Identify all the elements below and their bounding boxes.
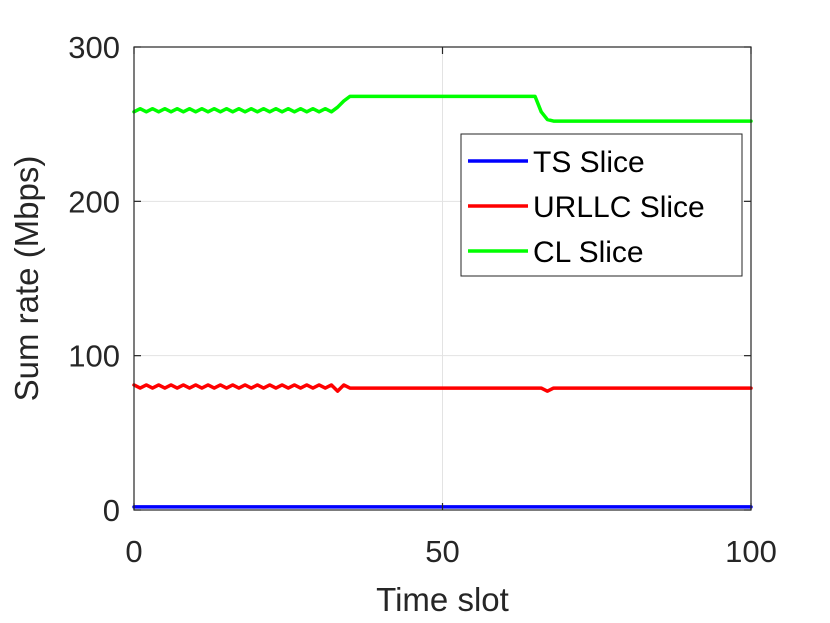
- legend-label: CL Slice: [533, 236, 644, 269]
- x-tick-label: 100: [725, 534, 777, 569]
- series-line-cl-slice: [132, 94, 753, 123]
- y-tick-label: 100: [68, 339, 120, 374]
- x-tick-label: 50: [425, 534, 459, 569]
- legend-label: TS Slice: [533, 146, 645, 179]
- legend: TS Slice URLLC Slice CL Slice: [460, 133, 743, 277]
- y-tick-label: 200: [68, 184, 120, 219]
- legend-label: URLLC Slice: [533, 191, 705, 224]
- y-axis-label: Sum rate (Mbps): [8, 156, 45, 402]
- ticks: 0 50 100 0 100 200 300: [68, 30, 777, 569]
- y-tick-label: 300: [68, 30, 120, 65]
- x-tick-label: 0: [125, 534, 142, 569]
- x-axis-label: Time slot: [376, 581, 509, 618]
- y-tick-label: 0: [103, 493, 120, 528]
- series-line-urllc-slice: [132, 383, 753, 393]
